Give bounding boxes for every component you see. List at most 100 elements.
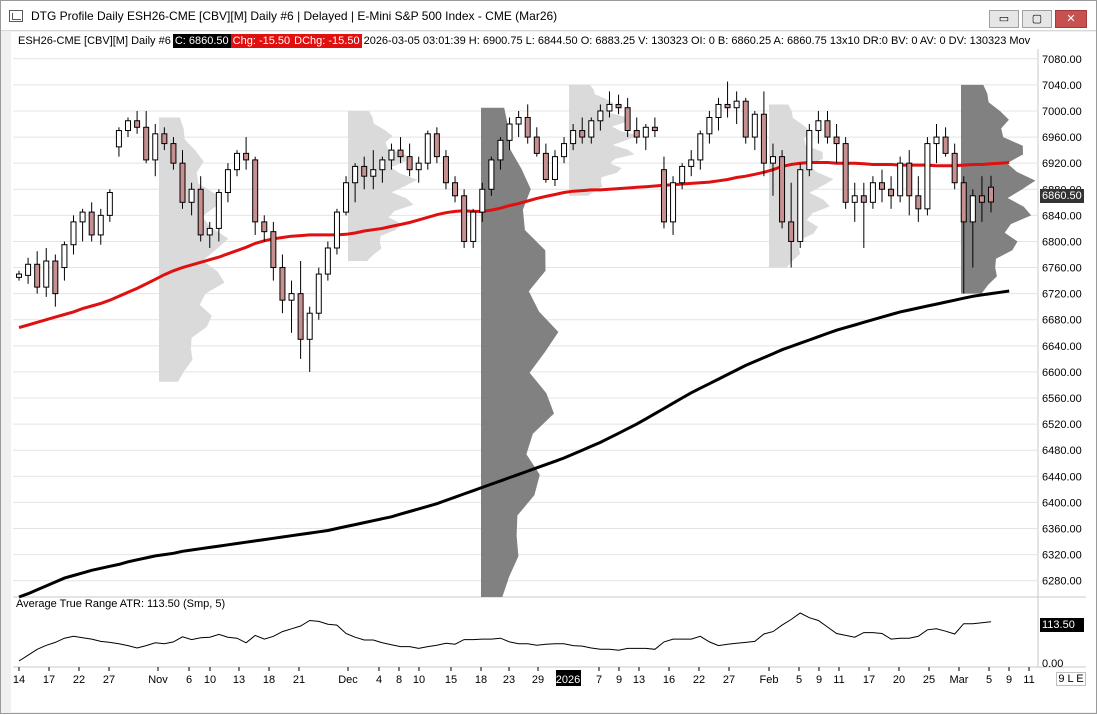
candle-body [461, 195, 468, 242]
close-button[interactable]: ✕ [1055, 10, 1087, 28]
candle-body [869, 182, 876, 203]
y-tick-label: 6400.00 [1042, 497, 1082, 509]
candle-body [806, 130, 813, 171]
y-tick-label: 6840.00 [1042, 210, 1082, 222]
candle-body [215, 192, 222, 229]
candle-body [570, 130, 577, 145]
candle-body [878, 182, 885, 190]
candle-body [551, 156, 558, 180]
x-tick-label: 2026 [556, 674, 580, 686]
candle-body [942, 136, 949, 154]
x-tick-label: 9 [616, 674, 622, 686]
window-title: DTG Profile Daily ESH26-CME [CBV][M] Dai… [31, 9, 558, 23]
x-tick-label: 9 [1006, 674, 1012, 686]
scale-options-button[interactable]: 9 L E [1056, 672, 1086, 686]
x-tick-label: 22 [693, 674, 705, 686]
candle-body [515, 117, 522, 125]
candle-body [988, 186, 994, 203]
candle-body [579, 130, 586, 138]
candle-body [742, 100, 749, 138]
x-tick-label: 11 [1023, 674, 1034, 686]
candle-body [125, 120, 132, 132]
y-tick-label: 6920.00 [1042, 158, 1082, 170]
candle-body [70, 221, 77, 246]
x-tick-label: 11 [833, 674, 844, 686]
x-tick-label: 5 [986, 674, 992, 686]
candle-body [833, 136, 840, 145]
candle-body [606, 103, 613, 112]
minimize-icon: ▭ [998, 13, 1010, 25]
x-tick-label: 8 [396, 674, 402, 686]
volume-profile [961, 84, 1036, 294]
candle-body [679, 165, 686, 184]
x-tick-label: 17 [43, 674, 55, 686]
y-tick-label: 6280.00 [1042, 576, 1082, 588]
candle-body [615, 103, 622, 109]
candle-body [561, 143, 568, 158]
x-tick-label: 5 [796, 674, 802, 686]
y-tick-label: 6960.00 [1042, 132, 1082, 144]
candle-body [651, 126, 658, 132]
candle-body [978, 195, 985, 203]
candle-body [43, 260, 50, 288]
candle-body [906, 162, 913, 197]
y-tick-label: 7080.00 [1042, 54, 1082, 66]
candle-body [170, 143, 177, 164]
candle-body [688, 159, 695, 167]
candle-body [624, 107, 631, 132]
candle-body [524, 117, 531, 138]
candle-body [824, 120, 831, 138]
last-price-tag: 6860.50 [1040, 189, 1084, 203]
year-marker-bg [556, 670, 581, 686]
change-value: Chg: -15.50 [230, 34, 293, 48]
candle-body [288, 293, 295, 301]
chart-app-icon [9, 10, 23, 22]
candle-body [951, 152, 958, 184]
candle-body [252, 159, 259, 223]
y-tick-label: 6520.00 [1042, 419, 1082, 431]
candle-body [315, 273, 322, 314]
candle-body [769, 156, 776, 164]
candle-body [16, 273, 22, 278]
volume-profile [569, 84, 639, 196]
candle-body [333, 211, 340, 249]
candle-body [34, 263, 41, 288]
candle-body [724, 103, 731, 109]
candle-body [324, 247, 331, 275]
y-tick-label: 7040.00 [1042, 80, 1082, 92]
candle-body [261, 221, 268, 233]
candle-body [152, 133, 159, 161]
minimize-button[interactable]: ▭ [989, 10, 1019, 28]
x-tick-label: 18 [263, 674, 275, 686]
y-tick-label: 6560.00 [1042, 393, 1082, 405]
candle-body [897, 162, 904, 197]
candle-body [361, 165, 368, 177]
candle-body [161, 133, 168, 145]
x-tick-label: 13 [233, 674, 245, 686]
candle-body [406, 156, 413, 171]
candle-body [206, 227, 213, 236]
atr-indicator-label: Average True Range ATR: 113.50 (Smp, 5) [16, 598, 226, 610]
candle-body [415, 162, 422, 171]
candle-body [915, 195, 922, 210]
x-tick-label: 15 [445, 674, 457, 686]
daily-change-value: DChg: -15.50 [292, 34, 362, 48]
candle-body [706, 117, 713, 135]
candle-body [815, 120, 822, 132]
candle-body [842, 143, 849, 203]
candle-body [506, 123, 513, 141]
x-tick-label: Feb [760, 674, 779, 686]
maximize-button[interactable]: ▢ [1022, 10, 1052, 28]
y-tick-label: 7000.00 [1042, 106, 1082, 118]
candle-body [397, 149, 404, 158]
candle-body [115, 130, 122, 148]
close-icon: ✕ [1066, 13, 1076, 25]
bar-details: 2026-03-05 03:01:39 H: 6900.75 L: 6844.5… [363, 35, 1031, 47]
title-bar[interactable]: DTG Profile Daily ESH26-CME [CBV][M] Dai… [1, 1, 1096, 31]
x-tick-label: 22 [73, 674, 85, 686]
candle-body [697, 133, 704, 161]
candle-body [670, 182, 677, 223]
y-tick-label: 6800.00 [1042, 236, 1082, 248]
